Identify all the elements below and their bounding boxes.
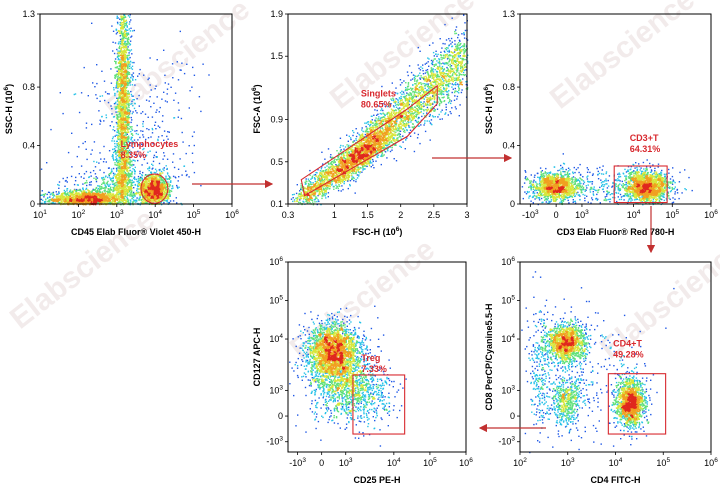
gate-p1: [140, 173, 169, 204]
x-tick-p5-4: 106: [704, 457, 718, 468]
x-axis-label-p5: CD4 FITC-H: [591, 475, 641, 485]
gate-p4: [352, 374, 406, 435]
gate-label-p2: Singlets: [361, 88, 396, 98]
y-tick-p4-5: 106: [269, 256, 283, 267]
x-tick-p2-5: 3: [464, 210, 469, 220]
plot-p4: -103 0 103 104 105 106 -103 0 103 104 105 106 CD25 P…: [252, 256, 473, 485]
y-tick-p1-0: 0: [30, 199, 35, 209]
x-tick-p4-5: 106: [459, 457, 473, 468]
x-tick-p5-3: 105: [656, 457, 670, 468]
x-tick-p3-1: 0: [554, 210, 559, 220]
x-tick-p2-3: 2: [398, 210, 403, 220]
x-tick-p2-1: 1: [332, 210, 337, 220]
gate-p2: [300, 84, 438, 197]
plot-p2: 0.3 1 1.5 2 2.5 3 0.1 0.5 0.9 1.5 1.9 FSC-H (106) FS…: [251, 9, 470, 237]
y-tick-p1-2: 0.8: [22, 82, 35, 92]
x-tick-p3-5: 106: [704, 209, 718, 220]
y-tick-p3-2: 0.8: [502, 82, 515, 92]
x-tick-p5-2: 104: [609, 457, 623, 468]
density-dots-p2: [290, 14, 469, 206]
gate-value-p1: 8.35%: [121, 150, 147, 160]
y-axis-label-p5: CD8 PerCP/Cyanine5.5-H: [484, 303, 494, 410]
y-axis-label-p1: SSC-H (106): [3, 84, 14, 134]
x-tick-p3-2: 103: [575, 209, 589, 220]
y-tick-p5-1: 0: [510, 411, 515, 421]
y-tick-p5-0: -103: [498, 436, 515, 447]
gate-value-p3: 64.31%: [630, 144, 661, 154]
gate-value-p2: 80.65%: [361, 99, 392, 109]
x-tick-p1-0: 101: [33, 209, 47, 220]
y-tick-p3-0: 0: [510, 199, 515, 209]
gating-arrows: [192, 153, 656, 433]
x-tick-p1-2: 103: [110, 209, 124, 220]
y-tick-p2-0: 0.1: [270, 199, 283, 209]
y-axis-label-p2: FSC-A (106): [251, 84, 262, 133]
x-tick-p4-2: 103: [339, 457, 353, 468]
y-tick-p5-3: 104: [501, 333, 515, 344]
x-tick-p4-4: 105: [423, 457, 437, 468]
y-tick-p5-4: 105: [501, 295, 515, 306]
x-axis-label-p1: CD45 Elab Fluor® Violet 450-H: [71, 227, 201, 237]
axes-frame-p2: [287, 13, 468, 205]
y-tick-p4-1: 0: [278, 411, 283, 421]
x-tick-p4-1: 0: [319, 458, 324, 468]
density-dots-p5: [521, 271, 675, 454]
gate-label-p4: Treg: [361, 353, 380, 363]
x-tick-p1-1: 102: [72, 209, 86, 220]
axes-frame-p1: [39, 13, 233, 205]
x-tick-p3-4: 105: [665, 209, 679, 220]
gate-label-p3: CD3+T: [630, 133, 659, 143]
x-tick-p4-3: 104: [387, 457, 401, 468]
watermark-4: Elabscience: [4, 203, 161, 336]
gate-p5: [607, 373, 667, 435]
y-tick-p4-4: 105: [269, 295, 283, 306]
watermark-3: Elabscience: [544, 0, 701, 116]
gate-label-p5: CD4+T: [613, 339, 642, 349]
x-tick-p2-2: 1.5: [361, 210, 374, 220]
axes-frame-p4: [287, 261, 467, 453]
x-tick-p1-4: 105: [187, 209, 201, 220]
plot-p5: 102 103 104 105 106 -103 0 103 104 105 106 CD4 FITC…: [484, 256, 718, 485]
y-tick-p3-1: 0.4: [502, 141, 515, 151]
y-tick-p4-2: 103: [269, 384, 283, 395]
y-tick-p5-2: 103: [501, 384, 515, 395]
y-tick-p2-3: 1.5: [270, 51, 283, 61]
x-tick-p5-1: 103: [561, 457, 575, 468]
x-axis-label-p4: CD25 PE-H: [353, 475, 400, 485]
axes-frame-p3: [519, 13, 712, 205]
y-tick-p3-3: 1.3: [502, 9, 515, 19]
plot-p1: 101 102 103 104 105 106 0 0.4 0.8 1.3 CD45 Elab Fl…: [3, 9, 239, 237]
y-tick-p1-1: 0.4: [22, 141, 35, 151]
x-tick-p5-0: 102: [513, 457, 527, 468]
y-tick-p4-0: -103: [266, 436, 283, 447]
y-axis-label-p3: SSC-H (106): [483, 84, 494, 134]
y-tick-p4-3: 104: [269, 333, 283, 344]
watermark-5: Elabscience: [284, 233, 441, 366]
y-tick-p2-2: 0.9: [270, 115, 283, 125]
y-axis-label-p4: CD127 APC-H: [252, 328, 262, 387]
y-tick-p2-1: 0.5: [270, 157, 283, 167]
x-axis-label-p2: FSC-H (106): [353, 226, 403, 237]
x-tick-p1-5: 106: [225, 209, 239, 220]
x-tick-p2-4: 2.5: [428, 210, 441, 220]
plot-p3: -103 0 103 104 105 106 0 0.4 0.8 1.3 CD3 Elab Fluo…: [483, 9, 718, 237]
y-tick-p2-4: 1.9: [270, 9, 283, 19]
x-tick-p1-3: 104: [148, 209, 162, 220]
density-dots-p4: [289, 305, 407, 447]
x-tick-p3-3: 104: [627, 209, 641, 220]
x-axis-label-p3: CD3 Elab Fluor® Red 780-H: [557, 227, 675, 237]
y-tick-p1-3: 1.3: [22, 9, 35, 19]
gate-label-p1: Lymphocytes: [121, 139, 179, 149]
x-tick-p3-0: -103: [522, 209, 539, 220]
gate-value-p5: 49.28%: [613, 350, 644, 360]
y-tick-p5-5: 106: [501, 256, 515, 267]
gate-value-p4: 7.33%: [361, 364, 387, 374]
x-tick-p4-0: -103: [289, 457, 306, 468]
x-tick-p2-0: 0.3: [282, 210, 295, 220]
gate-p3: [613, 165, 668, 204]
